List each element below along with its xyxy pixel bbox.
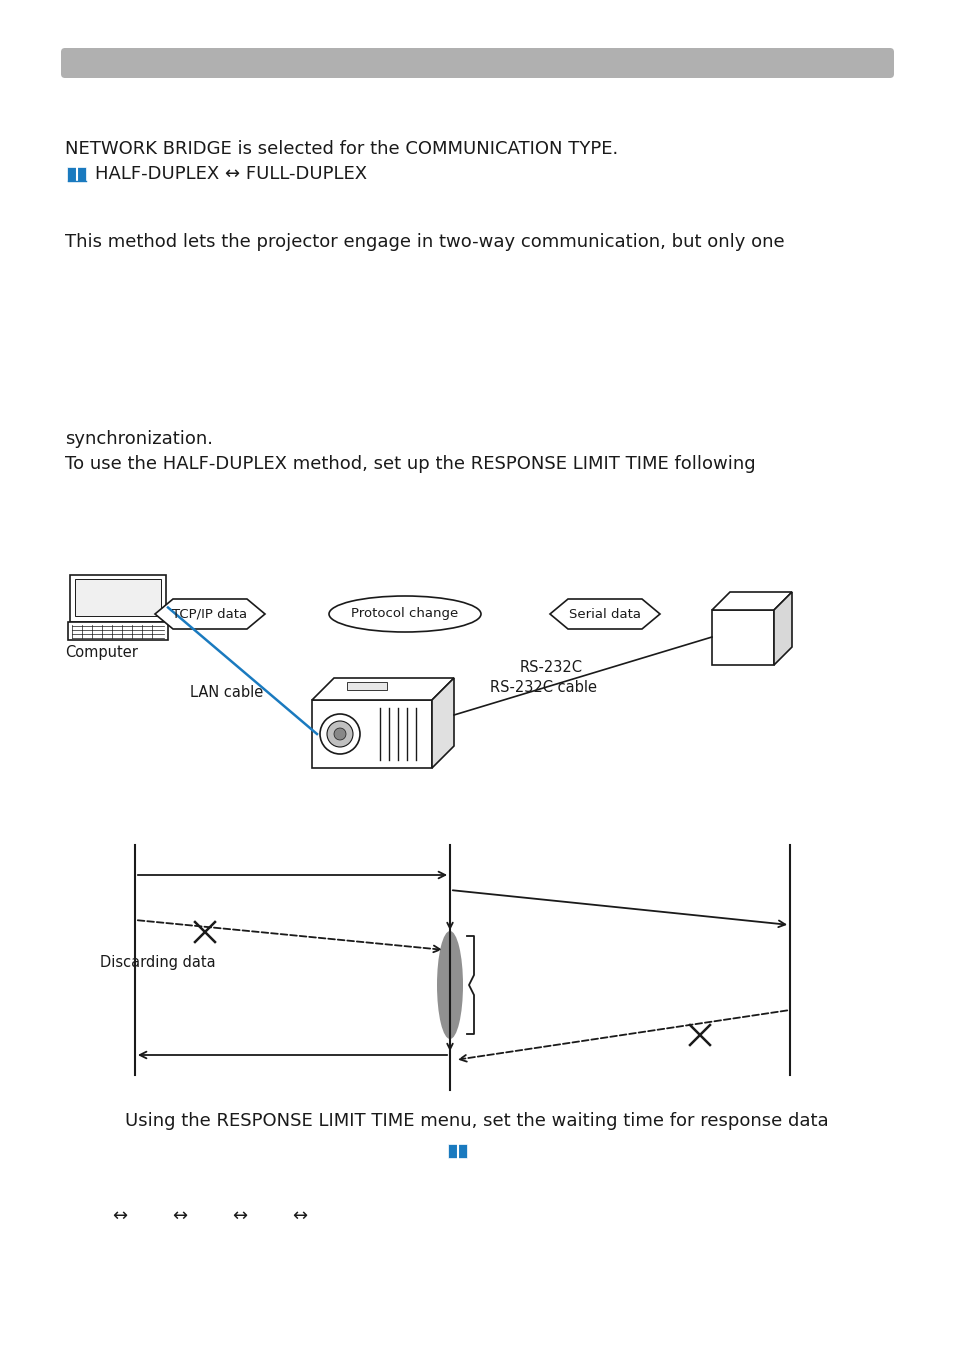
Ellipse shape (329, 596, 480, 632)
Text: ↔: ↔ (233, 1206, 247, 1225)
FancyBboxPatch shape (458, 1144, 467, 1159)
Text: LAN cable: LAN cable (190, 685, 263, 700)
Text: Using the RESPONSE LIMIT TIME menu, set the waiting time for response data: Using the RESPONSE LIMIT TIME menu, set … (125, 1112, 828, 1131)
FancyBboxPatch shape (448, 1144, 457, 1159)
Polygon shape (154, 598, 265, 630)
Circle shape (319, 714, 359, 754)
Polygon shape (312, 678, 454, 700)
Polygon shape (773, 592, 791, 665)
Polygon shape (550, 598, 659, 630)
FancyBboxPatch shape (61, 47, 893, 79)
Text: NETWORK BRIDGE is selected for the COMMUNICATION TYPE.: NETWORK BRIDGE is selected for the COMMU… (65, 139, 618, 158)
Text: TCP/IP data: TCP/IP data (172, 608, 247, 620)
Polygon shape (711, 592, 791, 611)
Ellipse shape (436, 932, 462, 1039)
Circle shape (334, 728, 346, 741)
Text: RS-232C cable: RS-232C cable (490, 680, 597, 695)
Text: To use the HALF-DUPLEX method, set up the RESPONSE LIMIT TIME following: To use the HALF-DUPLEX method, set up th… (65, 455, 755, 473)
Text: synchronization.: synchronization. (65, 431, 213, 448)
Text: ↔: ↔ (172, 1206, 188, 1225)
Text: ↔: ↔ (293, 1206, 307, 1225)
Text: HALF-DUPLEX ↔ FULL-DUPLEX: HALF-DUPLEX ↔ FULL-DUPLEX (95, 165, 367, 183)
Bar (312, 700, 432, 768)
Polygon shape (432, 678, 454, 768)
Bar (711, 611, 773, 665)
Circle shape (327, 720, 353, 747)
FancyBboxPatch shape (77, 168, 87, 181)
Text: Computer: Computer (65, 645, 138, 659)
Text: Discarding data: Discarding data (100, 955, 215, 969)
Text: Serial data: Serial data (568, 608, 640, 620)
Bar (68, 621, 168, 640)
Text: Protocol change: Protocol change (351, 608, 458, 620)
Text: ↔: ↔ (112, 1206, 128, 1225)
Bar (70, 575, 166, 621)
FancyBboxPatch shape (68, 168, 76, 181)
Bar (347, 682, 387, 691)
Text: RS-232C: RS-232C (519, 659, 582, 676)
Text: This method lets the projector engage in two-way communication, but only one: This method lets the projector engage in… (65, 233, 783, 250)
Bar (75, 580, 161, 616)
